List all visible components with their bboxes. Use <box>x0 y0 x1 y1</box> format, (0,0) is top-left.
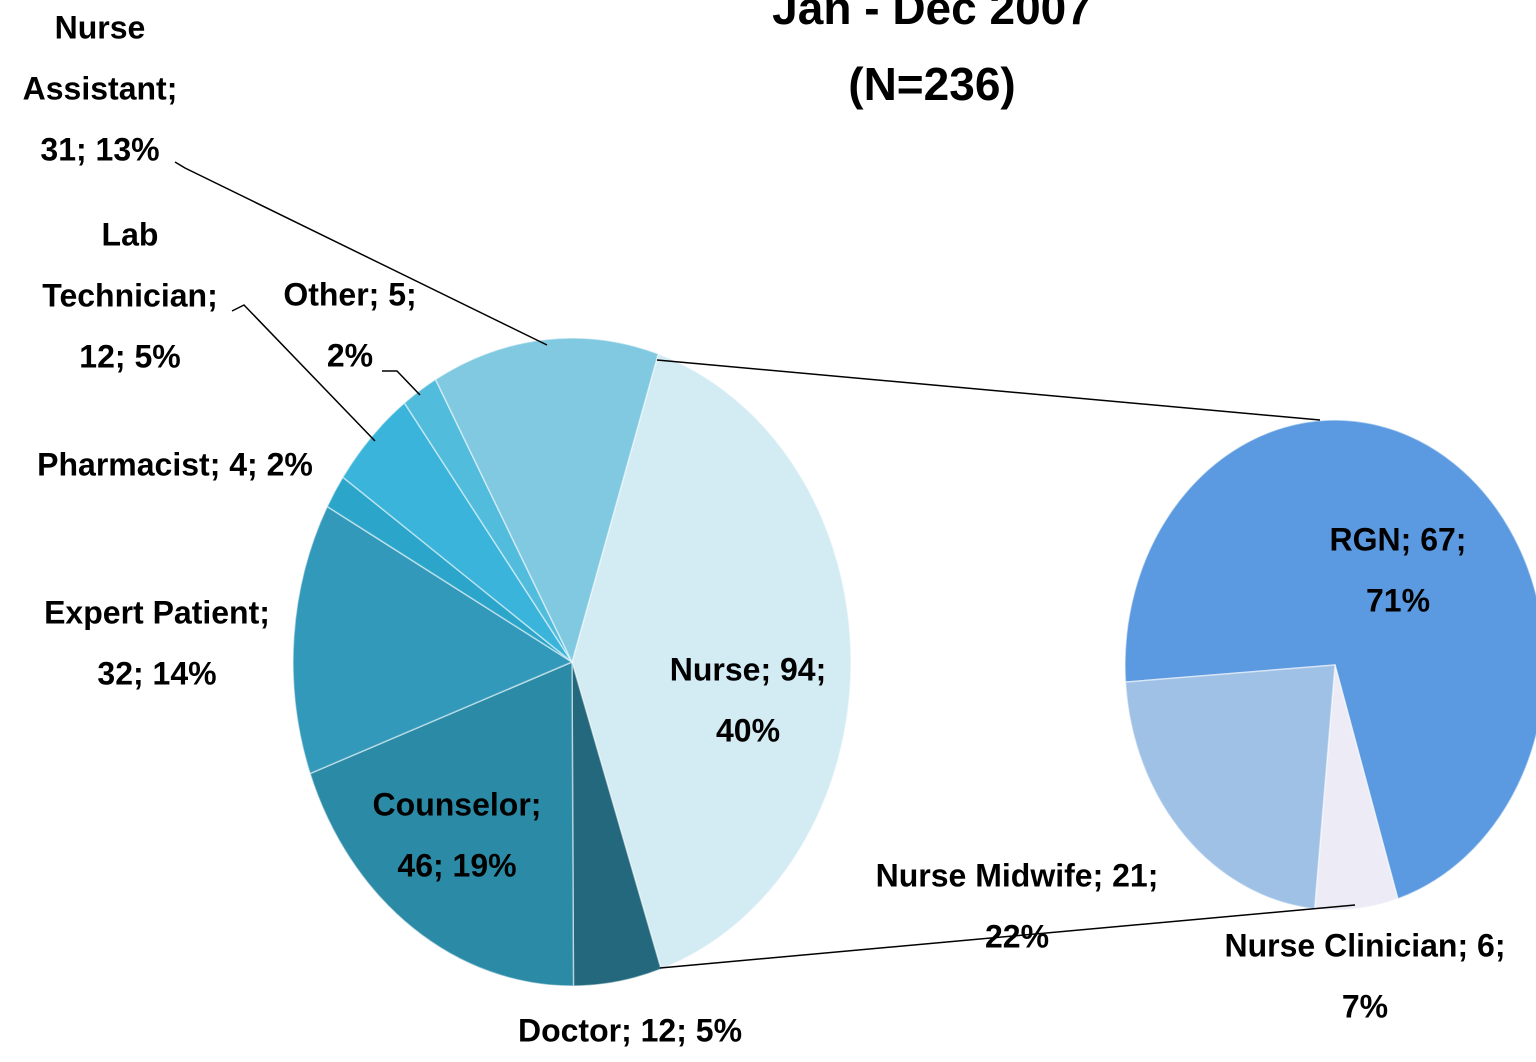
connector-line <box>659 904 1356 969</box>
slices <box>292 337 1536 987</box>
pie-slice <box>292 505 574 775</box>
data-label: Nurse Midwife; 21; <box>876 857 1159 893</box>
data-label: Expert Patient; <box>44 594 270 630</box>
labels: Nurse; 94; 40% Doctor; 12; 5% Counselor; 46;… <box>23 0 1506 1048</box>
data-label: Nurse; 94; <box>670 651 827 687</box>
data-label: 2% <box>327 337 373 373</box>
data-label: Doctor; 12; 5% <box>518 1012 742 1048</box>
chart-title: (N=236) <box>848 58 1015 110</box>
pie-slice <box>309 660 575 987</box>
data-label: Technician; <box>42 277 217 313</box>
data-label: 12; 5% <box>79 338 180 374</box>
pie-slice <box>434 337 660 665</box>
data-label: 40% <box>716 712 780 748</box>
data-label: 46; 19% <box>397 847 516 883</box>
data-label: Pharmacist; 4; 2% <box>37 446 313 482</box>
data-label: 71% <box>1366 582 1430 618</box>
leader-line <box>382 370 421 396</box>
data-label: 32; 14% <box>97 655 216 691</box>
data-label: Nurse Clinician; 6; <box>1225 927 1506 963</box>
pie-slice <box>571 352 852 971</box>
data-label: 22% <box>985 918 1049 954</box>
pie-slice <box>1124 419 1536 900</box>
connector-line <box>656 359 1321 421</box>
data-label: Counselor; <box>373 786 542 822</box>
data-label: Other; 5; <box>283 276 416 312</box>
leader-line <box>231 304 376 442</box>
data-label: RGN; 67; <box>1330 521 1467 557</box>
pie-slice <box>1124 664 1336 910</box>
data-label: Lab <box>102 216 159 252</box>
leader-line <box>174 161 548 346</box>
data-label: Assistant; <box>23 70 178 106</box>
chart-title: Jan - Dec 2007 <box>772 0 1092 34</box>
data-label: Nurse <box>55 9 146 45</box>
data-label: 31; 13% <box>40 131 159 167</box>
data-label: 7% <box>1342 988 1388 1024</box>
